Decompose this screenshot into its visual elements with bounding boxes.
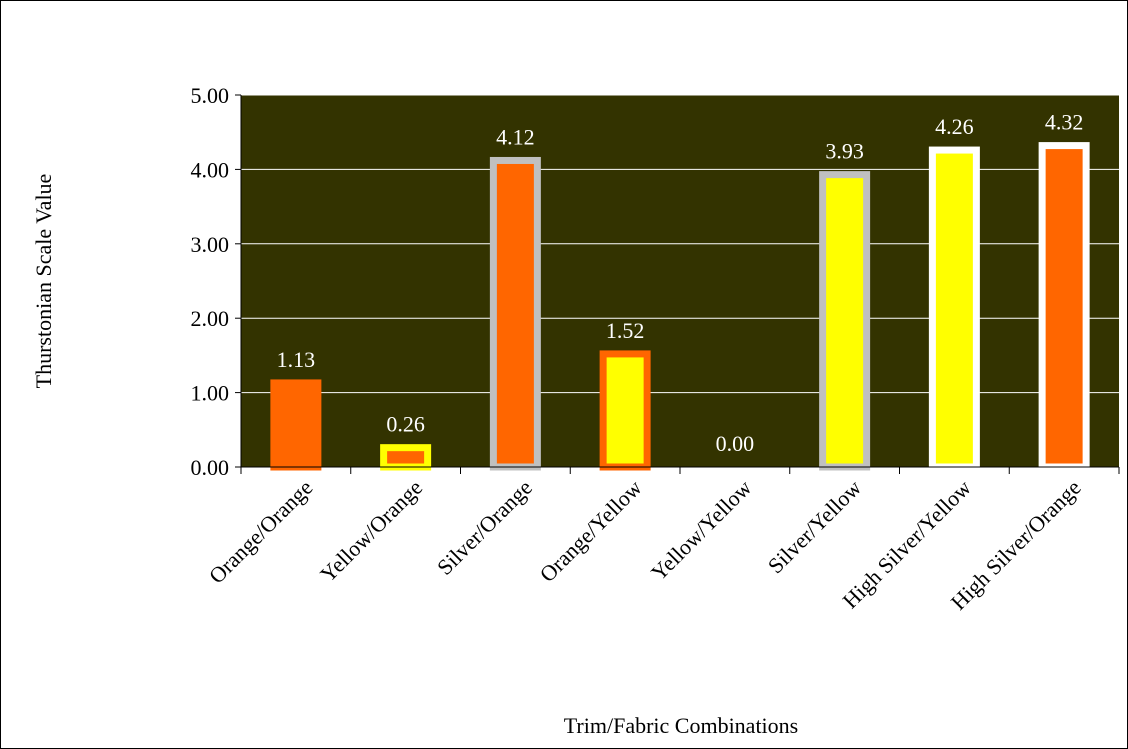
data-label: 1.13 [277, 347, 316, 372]
x-axis-title: Trim/Fabric Combinations [564, 713, 798, 738]
data-label: 0.00 [716, 431, 755, 456]
bar [928, 146, 980, 471]
bar [270, 379, 322, 471]
data-labels: 1.13 0.26 4.12 1.52 0.00 3.93 4.26 4.32 [277, 110, 1084, 456]
y-tick-label: 5.00 [191, 83, 230, 108]
bar [599, 350, 651, 471]
bar [380, 444, 432, 471]
data-label: 4.26 [935, 114, 974, 139]
x-tick-label: Yellow/Orange [315, 475, 427, 587]
y-tick-label: 3.00 [191, 232, 230, 257]
data-label: 4.12 [496, 124, 535, 149]
data-label: 3.93 [825, 139, 864, 164]
y-tick-label: 2.00 [191, 306, 230, 331]
x-tick-label: Silver/Orange [432, 475, 537, 580]
bar [489, 156, 541, 471]
x-tick-label: Silver/Yellow [763, 475, 866, 578]
y-tick-label: 0.00 [191, 455, 230, 480]
x-tick-label: Orange/Yellow [535, 475, 647, 587]
x-tick-label: Yellow/Yellow [646, 475, 757, 586]
bars [270, 142, 1090, 471]
bar [1038, 142, 1090, 471]
axes [235, 94, 1120, 474]
data-label: 4.32 [1045, 110, 1084, 135]
y-tick-label: 1.00 [191, 381, 230, 406]
plot-area [241, 95, 1119, 467]
bar [819, 171, 871, 471]
x-tick-label: Orange/Orange [204, 475, 318, 589]
data-label: 0.26 [386, 412, 425, 437]
y-tick-label: 4.00 [191, 157, 230, 182]
y-axis-title: Thurstonian Scale Value [31, 174, 56, 389]
data-label: 1.52 [606, 318, 645, 343]
y-tick-labels: 0.00 1.00 2.00 3.00 4.00 5.00 [191, 83, 230, 480]
